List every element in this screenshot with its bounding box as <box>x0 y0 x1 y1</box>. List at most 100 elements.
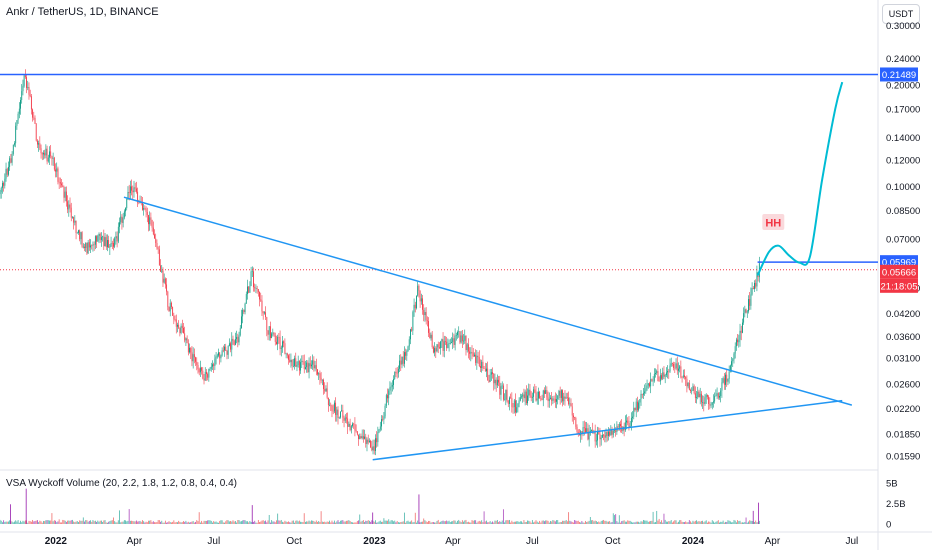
candle-body <box>181 325 183 328</box>
volume-bar <box>417 520 419 524</box>
volume-bar <box>4 521 6 524</box>
candle <box>59 177 61 188</box>
candle-body <box>651 379 653 381</box>
candle <box>454 328 456 351</box>
candle-body <box>673 363 675 368</box>
candle <box>383 412 385 425</box>
currency-button[interactable]: USDT <box>882 4 920 24</box>
candle <box>104 232 106 247</box>
volume-bar <box>679 520 681 524</box>
candle-body <box>167 291 169 307</box>
candle-body <box>292 365 294 367</box>
candle <box>384 403 386 419</box>
candle-body <box>534 389 536 393</box>
volume-bar <box>529 521 531 524</box>
time-tick-label: Jul <box>207 536 220 547</box>
candle <box>326 382 328 400</box>
candle <box>406 349 408 361</box>
candle-body <box>670 363 672 366</box>
volume-bar <box>560 522 562 524</box>
candle-body <box>43 152 44 155</box>
candle-body <box>113 243 114 247</box>
volume-bar <box>335 522 337 524</box>
volume-bar <box>490 522 492 524</box>
candle-body <box>739 330 741 340</box>
candle <box>410 328 411 345</box>
volume-bar <box>550 520 551 524</box>
candle-body <box>21 91 23 101</box>
volume-bar <box>266 522 268 524</box>
candle-body <box>713 401 714 403</box>
candle <box>659 368 661 385</box>
candle-body <box>448 343 450 344</box>
candle-body <box>39 143 41 149</box>
candle <box>116 231 118 248</box>
candle-body <box>64 191 66 198</box>
candle <box>261 295 263 316</box>
volume-bar <box>38 522 40 524</box>
volume-bar <box>105 522 107 524</box>
candle-body <box>157 247 159 250</box>
candle-body <box>754 282 755 290</box>
candle <box>638 400 640 412</box>
candle <box>650 372 652 394</box>
volume-bar <box>501 520 503 524</box>
candle <box>253 267 254 292</box>
candle <box>507 399 509 408</box>
candle-body <box>202 370 204 379</box>
candle <box>727 378 729 386</box>
candle-body <box>317 369 318 375</box>
volume-bar <box>636 521 638 524</box>
candle-body <box>120 216 122 223</box>
candle-body <box>681 377 683 378</box>
candle <box>221 347 223 357</box>
candle <box>53 156 55 172</box>
volume-bar <box>738 521 740 524</box>
volume-bar <box>33 521 35 524</box>
candle-body <box>232 338 234 341</box>
candle-body <box>430 334 432 339</box>
candle <box>227 345 229 359</box>
volume-bars-group <box>0 488 760 524</box>
volume-bar <box>582 522 584 524</box>
candle-body <box>171 302 172 307</box>
volume-bar <box>341 520 343 524</box>
candle-body <box>347 418 349 427</box>
time-tick-label: Jul <box>845 536 858 547</box>
candle <box>67 195 69 214</box>
volume-bar <box>37 520 38 524</box>
volume-bar <box>700 521 702 524</box>
candle <box>570 398 572 407</box>
candle-body <box>525 391 527 404</box>
candle <box>289 353 291 363</box>
candle-body <box>413 304 415 313</box>
candle-body <box>505 389 507 400</box>
candle-body <box>126 198 128 209</box>
candle-body <box>168 306 170 312</box>
volume-bar <box>265 520 267 524</box>
volume-bar <box>138 521 140 524</box>
candle <box>84 243 85 252</box>
volume-bar <box>664 519 666 524</box>
candle <box>634 407 636 412</box>
volume-bar <box>142 520 143 524</box>
candle <box>94 235 96 250</box>
volume-bar <box>397 522 399 524</box>
candle-body <box>183 327 184 334</box>
volume-bar <box>673 521 675 524</box>
volume-bar <box>72 519 73 524</box>
volume-bar <box>3 520 5 524</box>
candle-body <box>565 397 567 399</box>
candle-body <box>734 346 736 354</box>
candle <box>708 395 710 410</box>
candle <box>256 285 258 294</box>
volume-bar <box>633 522 635 524</box>
candle-body <box>676 363 678 371</box>
candle-body <box>601 434 603 438</box>
candle <box>378 428 380 434</box>
candle <box>372 439 374 455</box>
candle-body <box>684 375 685 377</box>
time-tick-label: Apr <box>127 536 143 547</box>
candle <box>716 387 718 400</box>
